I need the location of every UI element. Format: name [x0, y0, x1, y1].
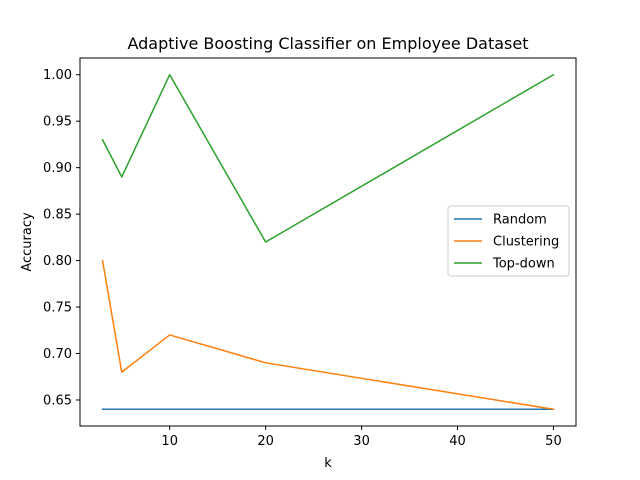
x-axis-label: k [324, 456, 332, 471]
series-line-clustering [101, 259, 555, 411]
x-axis: 10 20 30 40 50 [161, 426, 562, 449]
y-tick-label: 1.00 [43, 68, 72, 83]
y-tick-label: 0.90 [43, 161, 72, 176]
x-tick-label: 50 [545, 434, 562, 449]
legend: Random Clustering Top-down [447, 205, 570, 277]
y-axis: 0.65 0.70 0.75 0.80 0.85 0.90 0.95 1.00 [43, 68, 80, 408]
legend-label-top-down: Top-down [492, 257, 555, 272]
x-tick-label: 40 [449, 434, 466, 449]
legend-label-random: Random [493, 213, 547, 228]
y-tick-label: 0.70 [43, 347, 72, 362]
x-tick-label: 10 [161, 434, 178, 449]
y-tick-label: 0.80 [43, 254, 72, 269]
y-tick-label: 0.95 [43, 115, 72, 130]
y-tick-label: 0.85 [43, 208, 72, 223]
chart-title: Adaptive Boosting Classifier on Employee… [127, 34, 528, 53]
x-tick-label: 20 [257, 434, 274, 449]
legend-label-clustering: Clustering [493, 235, 559, 250]
y-tick-label: 0.65 [43, 393, 72, 408]
legend-box [447, 205, 570, 277]
plot-area [101, 73, 555, 411]
series-line-top-down [101, 73, 555, 243]
x-tick-label: 30 [353, 434, 370, 449]
y-axis-label: Accuracy [20, 212, 35, 272]
y-tick-label: 0.75 [43, 301, 72, 316]
axes-frame [79, 57, 577, 427]
